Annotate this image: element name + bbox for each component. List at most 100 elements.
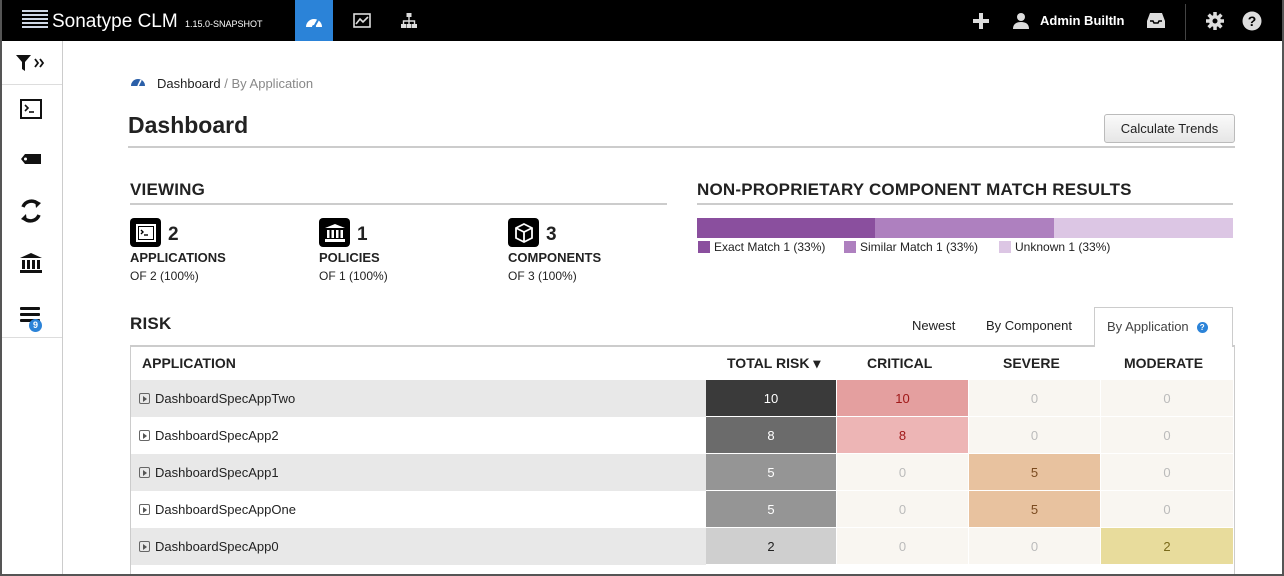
tab-dashboard[interactable] — [295, 0, 333, 41]
application-name-cell[interactable]: DashboardSpecAppTwo — [131, 380, 706, 417]
calculate-trends-button[interactable]: Calculate Trends — [1104, 114, 1235, 143]
legend-swatch — [999, 241, 1011, 253]
table-row[interactable]: DashboardSpecApp2 8 8 0 0 — [131, 417, 1234, 454]
application-name-cell[interactable]: DashboardSpecApp1 — [131, 454, 706, 491]
stat-label: APPLICATIONS — [130, 250, 226, 265]
match-bar-segment — [1053, 218, 1233, 238]
application-name: DashboardSpecAppTwo — [155, 391, 296, 406]
tab-label: By Application — [1107, 319, 1189, 334]
sidebar-item-refresh[interactable] — [0, 186, 62, 236]
sidebar-item-applications[interactable] — [0, 84, 62, 134]
dashboard-gauge-icon — [131, 79, 145, 87]
total-risk-cell: 8 — [706, 417, 837, 454]
sidebar-separator — [0, 337, 62, 338]
inbox-icon — [1147, 13, 1165, 28]
legend-swatch — [698, 241, 710, 253]
risk-title: RISK — [130, 314, 172, 333]
filter-expand-icon — [16, 54, 45, 71]
applications-terminal-icon — [20, 99, 42, 119]
viewing-title: VIEWING — [130, 180, 206, 199]
stat-count: 3 — [546, 224, 557, 245]
table-row[interactable]: DashboardSpecApp1 5 0 5 0 — [131, 454, 1234, 491]
tab-by-component[interactable]: By Component — [986, 318, 1072, 333]
moderate-risk-cell: 0 — [1101, 454, 1234, 491]
column-header-total-risk[interactable]: TOTAL RISK ▾ — [727, 355, 821, 371]
expand-row-icon[interactable] — [139, 467, 150, 478]
total-risk-cell: 10 — [706, 380, 837, 417]
legend-swatch — [844, 241, 856, 253]
application-name: DashboardSpecApp2 — [155, 428, 279, 443]
dashboard-gauge-icon — [306, 18, 322, 29]
application-name-cell[interactable]: DashboardSpecApp0 — [131, 528, 706, 565]
user-name[interactable]: Admin BuiltIn — [1040, 13, 1125, 28]
help-icon[interactable]: ? — [1196, 322, 1208, 333]
application-name-cell[interactable]: DashboardSpecApp2 — [131, 417, 706, 454]
match-bar-segment — [697, 218, 876, 238]
stat-count: 2 — [168, 224, 179, 245]
table-row[interactable]: DashboardSpecAppOne 5 0 5 0 — [131, 491, 1234, 528]
expand-row-icon[interactable] — [139, 541, 150, 552]
notification-badge: 9 — [29, 319, 42, 332]
expand-row-icon[interactable] — [139, 393, 150, 404]
topbar-divider — [1185, 4, 1186, 40]
expand-row-icon[interactable] — [139, 504, 150, 515]
legend-label: Similar Match 1 (33%) — [860, 240, 979, 254]
match-divider — [697, 203, 1233, 205]
building-icon — [319, 218, 350, 247]
severe-risk-cell: 5 — [969, 454, 1101, 491]
column-header-critical[interactable]: CRITICAL — [867, 355, 933, 371]
total-risk-cell: 2 — [706, 528, 837, 565]
severe-risk-cell: 5 — [969, 491, 1101, 528]
moderate-risk-cell: 2 — [1101, 528, 1234, 565]
policy-building-icon — [20, 253, 42, 273]
sidebar-item-stack[interactable]: 9 — [0, 291, 62, 341]
cube-icon — [508, 218, 539, 247]
risk-table — [130, 345, 1235, 576]
column-header-severe[interactable]: SEVERE — [1003, 355, 1060, 371]
match-bar-segment — [875, 218, 1054, 238]
column-header-moderate[interactable]: MODERATE — [1124, 355, 1204, 371]
tab-reports[interactable] — [343, 0, 381, 41]
app-version: 1.15.0-SNAPSHOT — [185, 19, 263, 29]
severe-risk-cell: 0 — [969, 380, 1101, 417]
tab-newest[interactable]: Newest — [912, 318, 956, 333]
sidebar-item-labels[interactable] — [0, 134, 62, 184]
application-name-cell[interactable]: DashboardSpecAppOne — [131, 491, 706, 528]
tab-by-application[interactable]: By Application? — [1094, 307, 1233, 347]
table-row[interactable]: DashboardSpecAppTwo 10 10 0 0 — [131, 380, 1234, 417]
critical-risk-cell: 10 — [837, 380, 969, 417]
add-button[interactable] — [972, 0, 990, 41]
help-button[interactable]: ? — [1242, 0, 1262, 41]
column-header-application[interactable]: APPLICATION — [142, 355, 236, 371]
inbox-button[interactable] — [1146, 0, 1166, 41]
breadcrumb-separator: / — [224, 76, 228, 91]
table-row[interactable]: DashboardSpecApp0 2 0 0 2 — [131, 528, 1234, 565]
user-menu[interactable] — [1012, 0, 1030, 41]
title-divider — [128, 146, 1235, 148]
severe-risk-cell: 0 — [969, 417, 1101, 454]
expand-row-icon[interactable] — [139, 430, 150, 441]
stat-of: OF 1 (100%) — [319, 269, 388, 283]
page-title: Dashboard — [128, 112, 249, 138]
critical-risk-cell: 0 — [837, 491, 969, 528]
legend-label: Unknown 1 (33%) — [1015, 240, 1111, 254]
legend-label: Exact Match 1 (33%) — [714, 240, 826, 254]
sidebar-item-policies[interactable] — [0, 238, 62, 288]
legend-similar: Similar Match 1 (33%) — [844, 239, 978, 255]
stat-of: OF 3 (100%) — [508, 269, 577, 283]
tab-organization[interactable] — [390, 0, 428, 41]
stat-label: COMPONENTS — [508, 250, 602, 265]
organization-tree-icon — [401, 12, 417, 28]
breadcrumb-current: By Application — [231, 76, 314, 91]
user-icon — [1013, 12, 1029, 29]
settings-button[interactable] — [1205, 0, 1225, 41]
top-bar: Sonatype CLM 1.15.0-SNAPSHOT A — [0, 0, 1284, 41]
sidebar-filter-toggle[interactable] — [0, 41, 62, 84]
help-icon: ? — [1242, 11, 1262, 30]
breadcrumb-dashboard-link[interactable]: Dashboard — [157, 76, 221, 91]
svg-text:?: ? — [1248, 13, 1257, 29]
application-name: DashboardSpecApp1 — [155, 465, 279, 480]
legend-unknown: Unknown 1 (33%) — [999, 239, 1110, 255]
gear-icon — [1206, 11, 1224, 30]
stat-of: OF 2 (100%) — [130, 269, 199, 283]
